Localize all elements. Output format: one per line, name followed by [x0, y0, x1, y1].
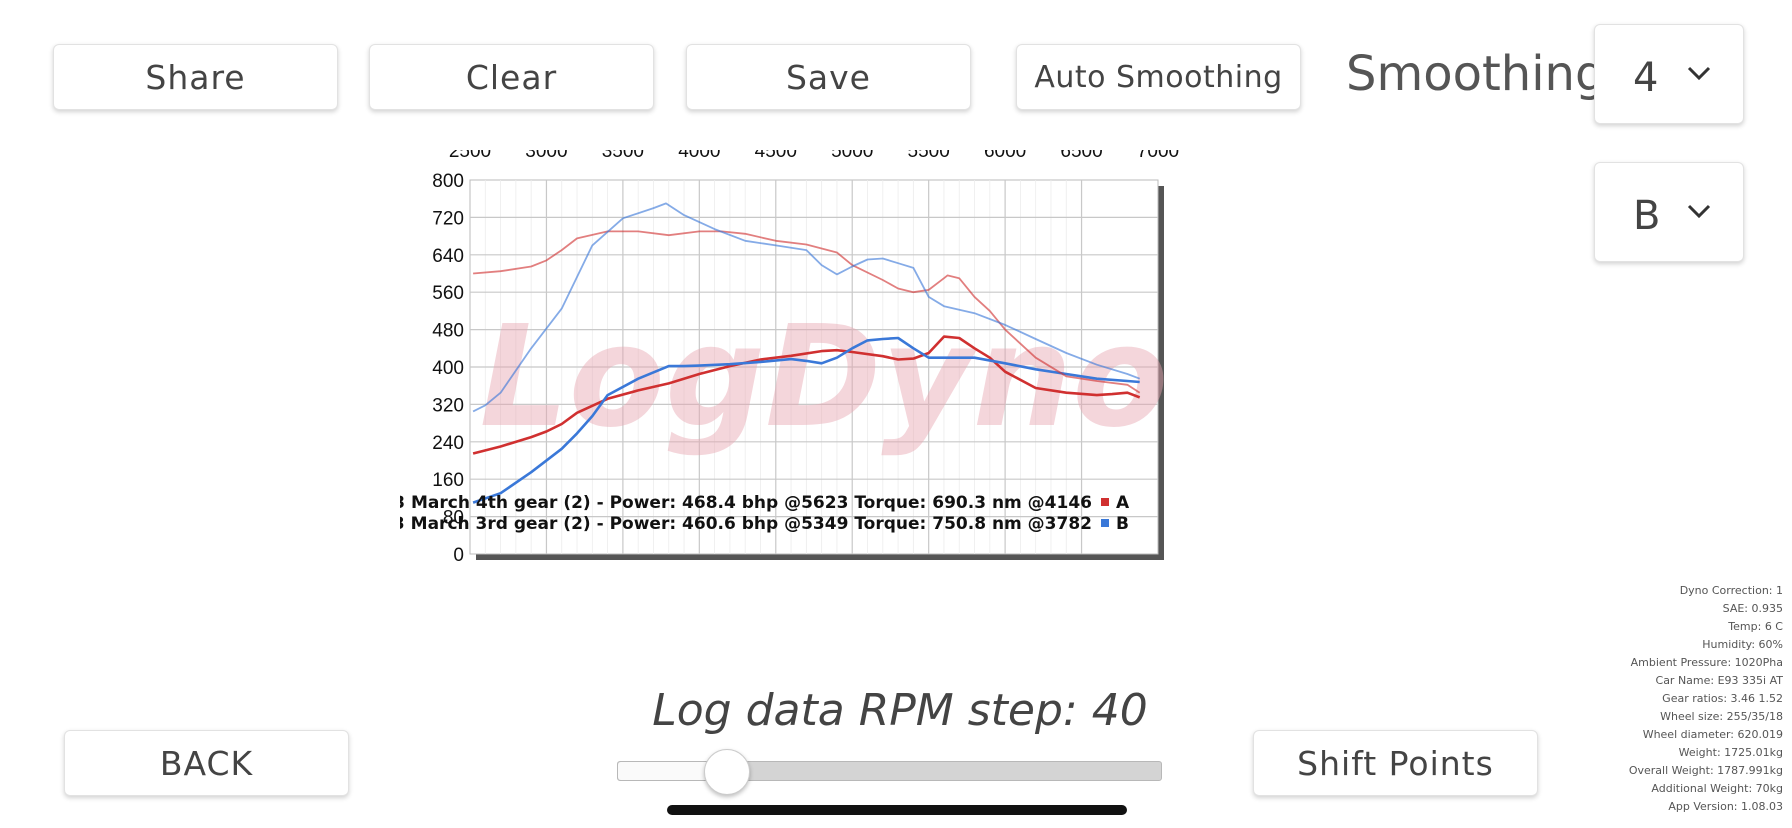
info-line: SAE: 0.935	[1722, 602, 1783, 615]
y-tick-label: 720	[432, 208, 464, 229]
smoothing-value: 4	[1633, 55, 1659, 101]
y-tick-label: 240	[432, 433, 464, 454]
y-tick-label: 0	[453, 545, 464, 566]
y-tick-label: 400	[432, 358, 464, 379]
info-line: Dyno Correction: 1	[1679, 584, 1783, 597]
info-line: Gear ratios: 3.46 1.52	[1662, 692, 1783, 705]
y-tick-label: 80	[443, 508, 464, 529]
smoothing-label: Smoothing:	[1346, 46, 1622, 102]
legend-entry-text: 3 March 3rd gear (2) - Power: 460.6 bhp …	[400, 514, 1092, 534]
y-tick-label: 560	[432, 283, 464, 304]
dyno-chart[interactable]: LogDyno 2500 3000 3500 4000 4500 5000 5500 6000…	[400, 150, 1360, 650]
home-indicator[interactable]	[667, 805, 1127, 815]
legend-swatch	[1101, 519, 1109, 527]
series-A-power-line	[472, 335, 1141, 455]
legend-letter: A	[1116, 493, 1130, 513]
slider-thumb[interactable]	[704, 749, 750, 795]
info-line: Ambient Pressure: 1020Pha	[1630, 656, 1783, 669]
x-tick-label: 3500	[602, 150, 644, 162]
auto-smoothing-button[interactable]: Auto Smoothing	[1016, 44, 1301, 110]
y-tick-label: 160	[432, 470, 464, 491]
legend-entry-text: 3 March 4th gear (2) - Power: 468.4 bhp …	[400, 493, 1092, 513]
x-tick-label: 6500	[1060, 150, 1102, 162]
rpm-step-slider[interactable]	[617, 761, 1162, 781]
y-tick-label: 480	[432, 321, 464, 342]
info-line: Overall Weight: 1787.991kg	[1628, 764, 1783, 777]
info-line: Humidity: 60%	[1702, 638, 1783, 651]
x-tick-label: 5500	[908, 150, 950, 162]
chevron-down-icon	[1687, 66, 1711, 81]
log-data-step-label: Log data RPM step: 40	[652, 685, 1148, 736]
x-tick-label: 4500	[755, 150, 797, 162]
shift-points-button[interactable]: Shift Points	[1253, 730, 1538, 796]
legend-swatch	[1101, 498, 1109, 506]
y-tick-label: 640	[432, 246, 464, 267]
series-B-torque-line	[472, 202, 1141, 413]
x-tick-label: 3000	[525, 150, 567, 162]
chart-watermark: LogDyno	[480, 296, 1169, 459]
run-select-value: B	[1633, 193, 1661, 239]
info-line: Wheel size: 255/35/18	[1660, 710, 1783, 723]
x-tick-label: 4000	[678, 150, 720, 162]
dyno-info-panel: Dyno Correction: 1 SAE: 0.935 Temp: 6 C Hum…	[1629, 582, 1783, 816]
x-tick-label: 6000	[984, 150, 1026, 162]
back-button[interactable]: BACK	[64, 730, 349, 796]
save-button[interactable]: Save	[686, 44, 971, 110]
x-tick-label: 7000	[1137, 150, 1179, 162]
info-line: Car Name: E93 335i AT	[1655, 674, 1783, 687]
x-tick-label: 2500	[449, 150, 491, 162]
series-B-power-line	[472, 336, 1140, 504]
share-button[interactable]: Share	[53, 44, 338, 110]
legend-letter: B	[1116, 514, 1129, 534]
slider-fill	[618, 762, 727, 780]
info-line: App Version: 1.08.03	[1668, 800, 1783, 813]
info-line: Temp: 6 C	[1728, 620, 1783, 633]
y-tick-label: 800	[432, 171, 464, 192]
info-line: Wheel diameter: 620.019	[1642, 728, 1783, 741]
info-line: Additional Weight: 70kg	[1651, 782, 1783, 795]
x-tick-label: 5000	[831, 150, 873, 162]
clear-button[interactable]: Clear	[369, 44, 654, 110]
chevron-down-icon	[1687, 204, 1711, 219]
info-line: Weight: 1725.01kg	[1678, 746, 1783, 759]
run-select-dropdown[interactable]: B	[1594, 162, 1744, 262]
series-A-torque-line	[473, 230, 1141, 394]
smoothing-dropdown[interactable]: 4	[1594, 24, 1744, 124]
y-tick-label: 320	[432, 395, 464, 416]
